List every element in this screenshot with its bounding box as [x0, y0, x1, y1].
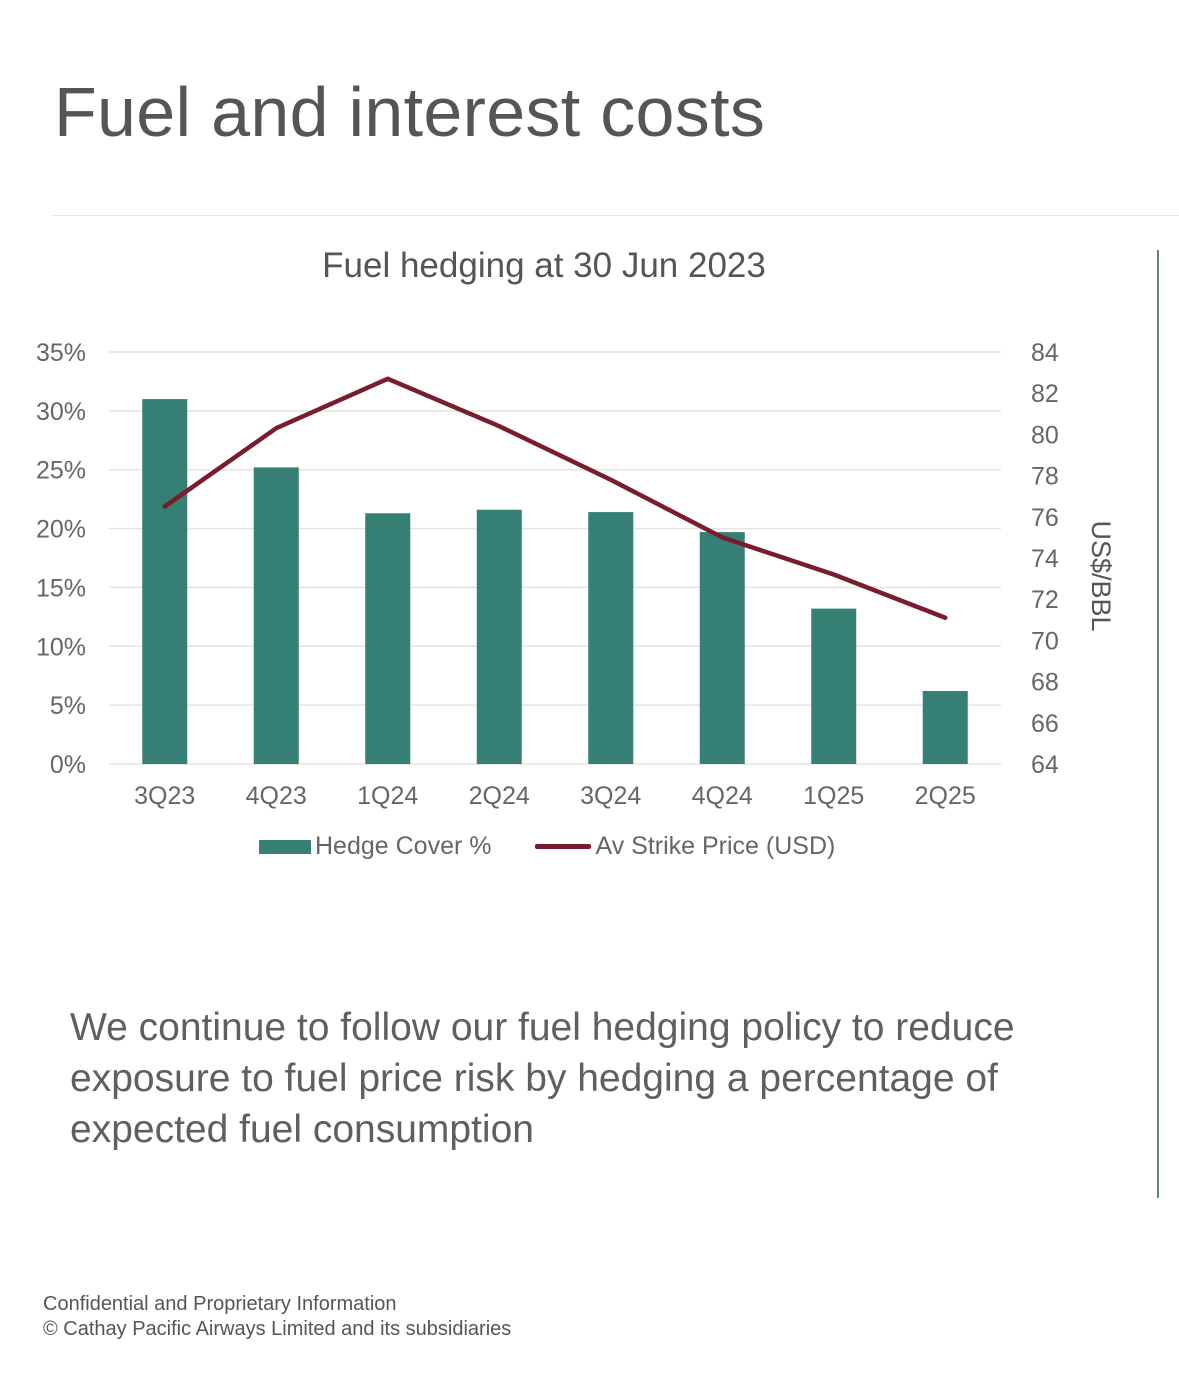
bar-hedge-cover	[365, 513, 411, 764]
side-divider	[1157, 250, 1159, 1198]
y-right-tick-label: 84	[1031, 339, 1059, 367]
y-left-tick-label: 30%	[36, 398, 86, 426]
x-tick-label: 4Q24	[692, 782, 753, 810]
legend-swatch-bar	[259, 839, 311, 854]
x-tick-label: 2Q24	[469, 782, 530, 810]
y-left-tick-label: 0%	[50, 751, 86, 779]
y-right-tick-label: 68	[1031, 669, 1059, 697]
footer: Confidential and Proprietary Information…	[43, 1292, 511, 1342]
bar-hedge-cover	[811, 608, 857, 764]
legend-label-hedge-cover: Hedge Cover %	[315, 832, 492, 860]
x-tick-label: 2Q25	[915, 782, 976, 810]
x-tick-label: 3Q23	[134, 782, 195, 810]
y-right-tick-label: 82	[1031, 380, 1059, 408]
y-right-tick-label: 70	[1031, 627, 1059, 655]
x-tick-label: 1Q24	[357, 782, 418, 810]
y-left-tick-label: 25%	[36, 457, 86, 485]
legend-item-hedge-cover: Hedge Cover %	[259, 832, 491, 861]
body-text: We continue to follow our fuel hedging p…	[70, 1006, 1015, 1151]
footer-copyright: © Cathay Pacific Airways Limited and its…	[43, 1318, 512, 1340]
y-right-tick-label: 76	[1031, 504, 1059, 532]
y-right-tick-label: 78	[1031, 463, 1059, 491]
x-tick-label: 3Q24	[580, 782, 641, 810]
bar-hedge-cover	[588, 512, 634, 764]
chart-legend: Hedge Cover % Av Strike Price (USD)	[259, 832, 879, 861]
footer-confidential: Confidential and Proprietary Information	[43, 1293, 397, 1315]
line-strike-price	[162, 376, 948, 620]
bar-hedge-cover	[253, 467, 299, 764]
legend-item-strike-price: Av Strike Price (USD)	[535, 832, 835, 861]
chart-title: Fuel hedging at 30 Jun 2023	[322, 246, 766, 285]
bar-hedge-cover	[699, 532, 745, 764]
y-right-axis-label: US$/BBL	[1086, 520, 1116, 631]
page-title: Fuel and interest costs	[54, 73, 766, 151]
bar-hedge-cover	[142, 399, 188, 764]
legend-label-strike-price: Av Strike Price (USD)	[595, 832, 836, 860]
y-right-tick-label: 80	[1031, 421, 1059, 449]
y-right-tick-label: 74	[1031, 545, 1059, 573]
y-left-tick-label: 5%	[50, 692, 86, 720]
x-tick-label: 1Q25	[803, 782, 864, 810]
y-right-tick-label: 72	[1031, 586, 1059, 614]
x-tick-label: 4Q23	[246, 782, 307, 810]
y-left-tick-label: 35%	[36, 339, 86, 367]
legend-swatch-line	[535, 844, 592, 849]
title-divider	[52, 215, 1179, 216]
y-left-tick-label: 10%	[36, 633, 86, 661]
bar-hedge-cover	[476, 509, 522, 764]
bar-hedge-cover	[922, 691, 968, 764]
y-right-tick-label: 64	[1031, 751, 1059, 779]
y-right-tick-label: 66	[1031, 710, 1059, 738]
y-left-tick-label: 20%	[36, 516, 86, 544]
hedging-chart: 0% 5% 10% 15% 20% 25% 30% 35% 64 66 68 70 72 74 76 78 80…	[36, 339, 1116, 810]
y-left-tick-label: 15%	[36, 574, 86, 602]
